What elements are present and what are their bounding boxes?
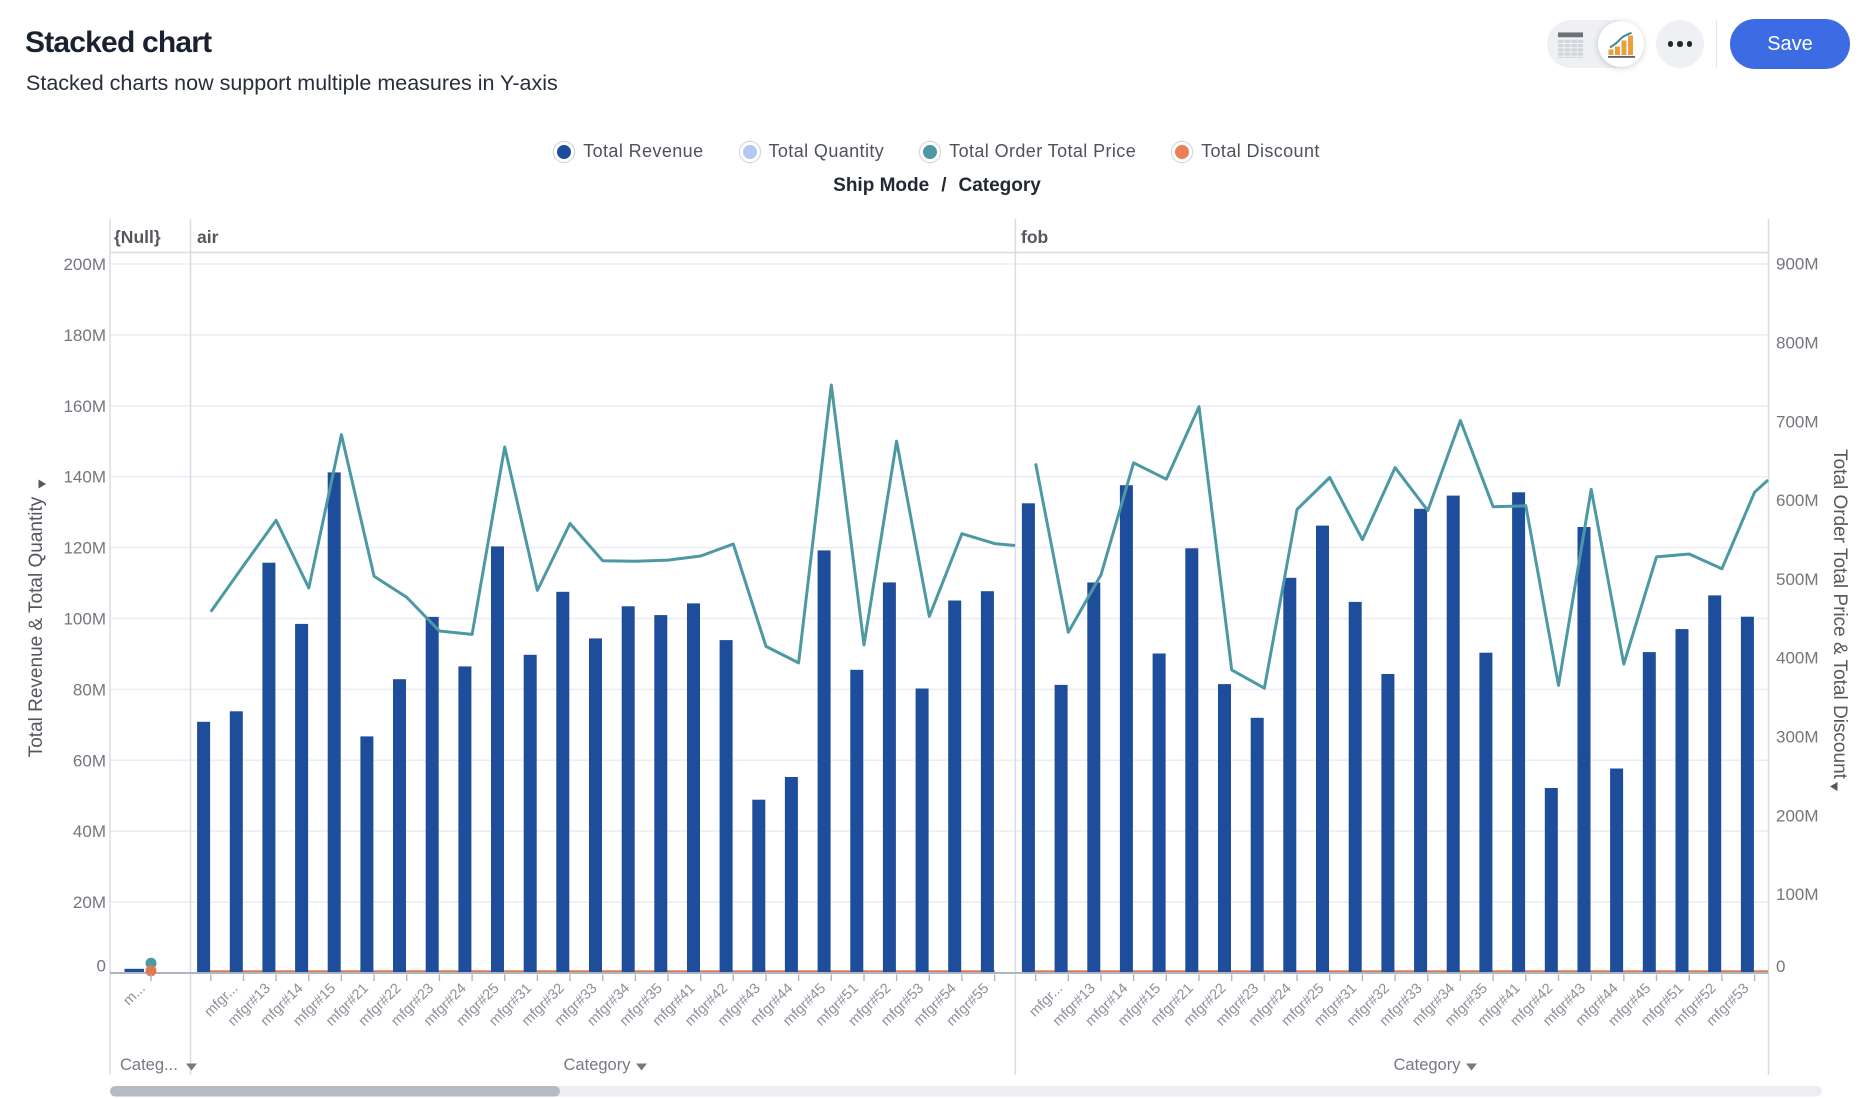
svg-text:Category: Category: [1394, 1056, 1462, 1074]
svg-text:m...: m...: [120, 981, 148, 1009]
svg-text:180M: 180M: [63, 326, 106, 345]
svg-text:Total Revenue & Total Quantity: Total Revenue & Total Quantity: [26, 496, 47, 757]
svg-text:140M: 140M: [63, 468, 106, 487]
svg-text:100M: 100M: [1776, 885, 1819, 904]
svg-text:0: 0: [97, 957, 106, 976]
svg-text:fob: fob: [1021, 227, 1048, 247]
svg-text:900M: 900M: [1776, 255, 1819, 274]
svg-text:800M: 800M: [1776, 333, 1819, 352]
svg-text:200M: 200M: [1776, 806, 1819, 825]
svg-text:{Null}: {Null}: [114, 227, 161, 247]
svg-text:300M: 300M: [1776, 728, 1819, 747]
svg-text:Categ...: Categ...: [120, 1056, 178, 1074]
svg-text:500M: 500M: [1776, 570, 1819, 589]
svg-text:120M: 120M: [63, 539, 106, 558]
svg-text:air: air: [197, 227, 219, 247]
svg-text:Total Order Total Price & Tota: Total Order Total Price & Total Discount: [1829, 449, 1850, 780]
svg-text:80M: 80M: [73, 680, 106, 699]
svg-text:40M: 40M: [73, 822, 106, 841]
svg-text:Category: Category: [564, 1056, 632, 1074]
svg-text:60M: 60M: [73, 751, 106, 770]
svg-text:100M: 100M: [63, 610, 106, 629]
svg-text:200M: 200M: [63, 255, 106, 274]
svg-text:0: 0: [1776, 957, 1785, 976]
svg-text:20M: 20M: [73, 893, 106, 912]
svg-text:160M: 160M: [63, 397, 106, 416]
svg-text:400M: 400M: [1776, 649, 1819, 668]
svg-text:700M: 700M: [1776, 412, 1819, 431]
svg-text:600M: 600M: [1776, 491, 1819, 510]
